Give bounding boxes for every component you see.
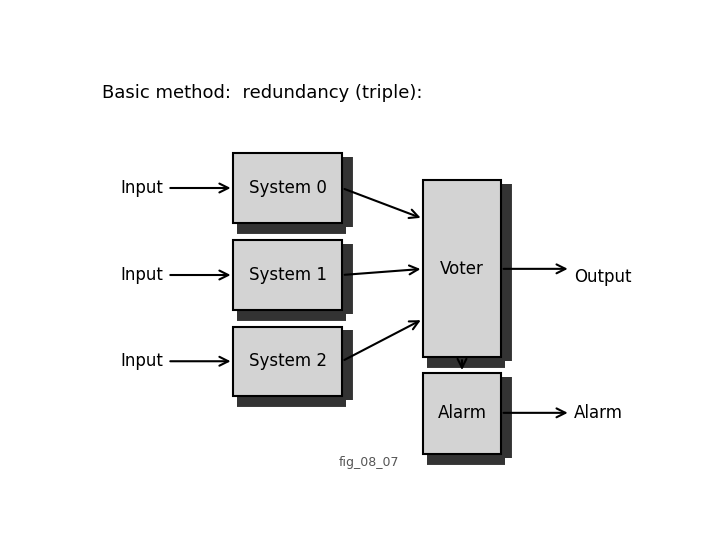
Text: fig_08_07: fig_08_07	[338, 456, 400, 469]
Bar	[233, 240, 342, 309]
Text: System 2: System 2	[248, 352, 327, 370]
Text: System 1: System 1	[248, 266, 327, 284]
Text: Input: Input	[121, 266, 163, 284]
Text: Alarm: Alarm	[438, 404, 487, 422]
Text: Input: Input	[121, 352, 163, 370]
Text: Output: Output	[575, 267, 632, 286]
Text: Basic method:  redundancy (triple):: Basic method: redundancy (triple):	[102, 84, 422, 102]
Text: System 0: System 0	[248, 179, 327, 197]
Text: Voter: Voter	[440, 260, 484, 278]
Bar	[423, 180, 500, 357]
Text: Input: Input	[121, 179, 163, 197]
Bar	[233, 327, 342, 396]
Bar	[233, 153, 342, 222]
Bar	[423, 373, 500, 454]
Text: Alarm: Alarm	[575, 404, 624, 422]
